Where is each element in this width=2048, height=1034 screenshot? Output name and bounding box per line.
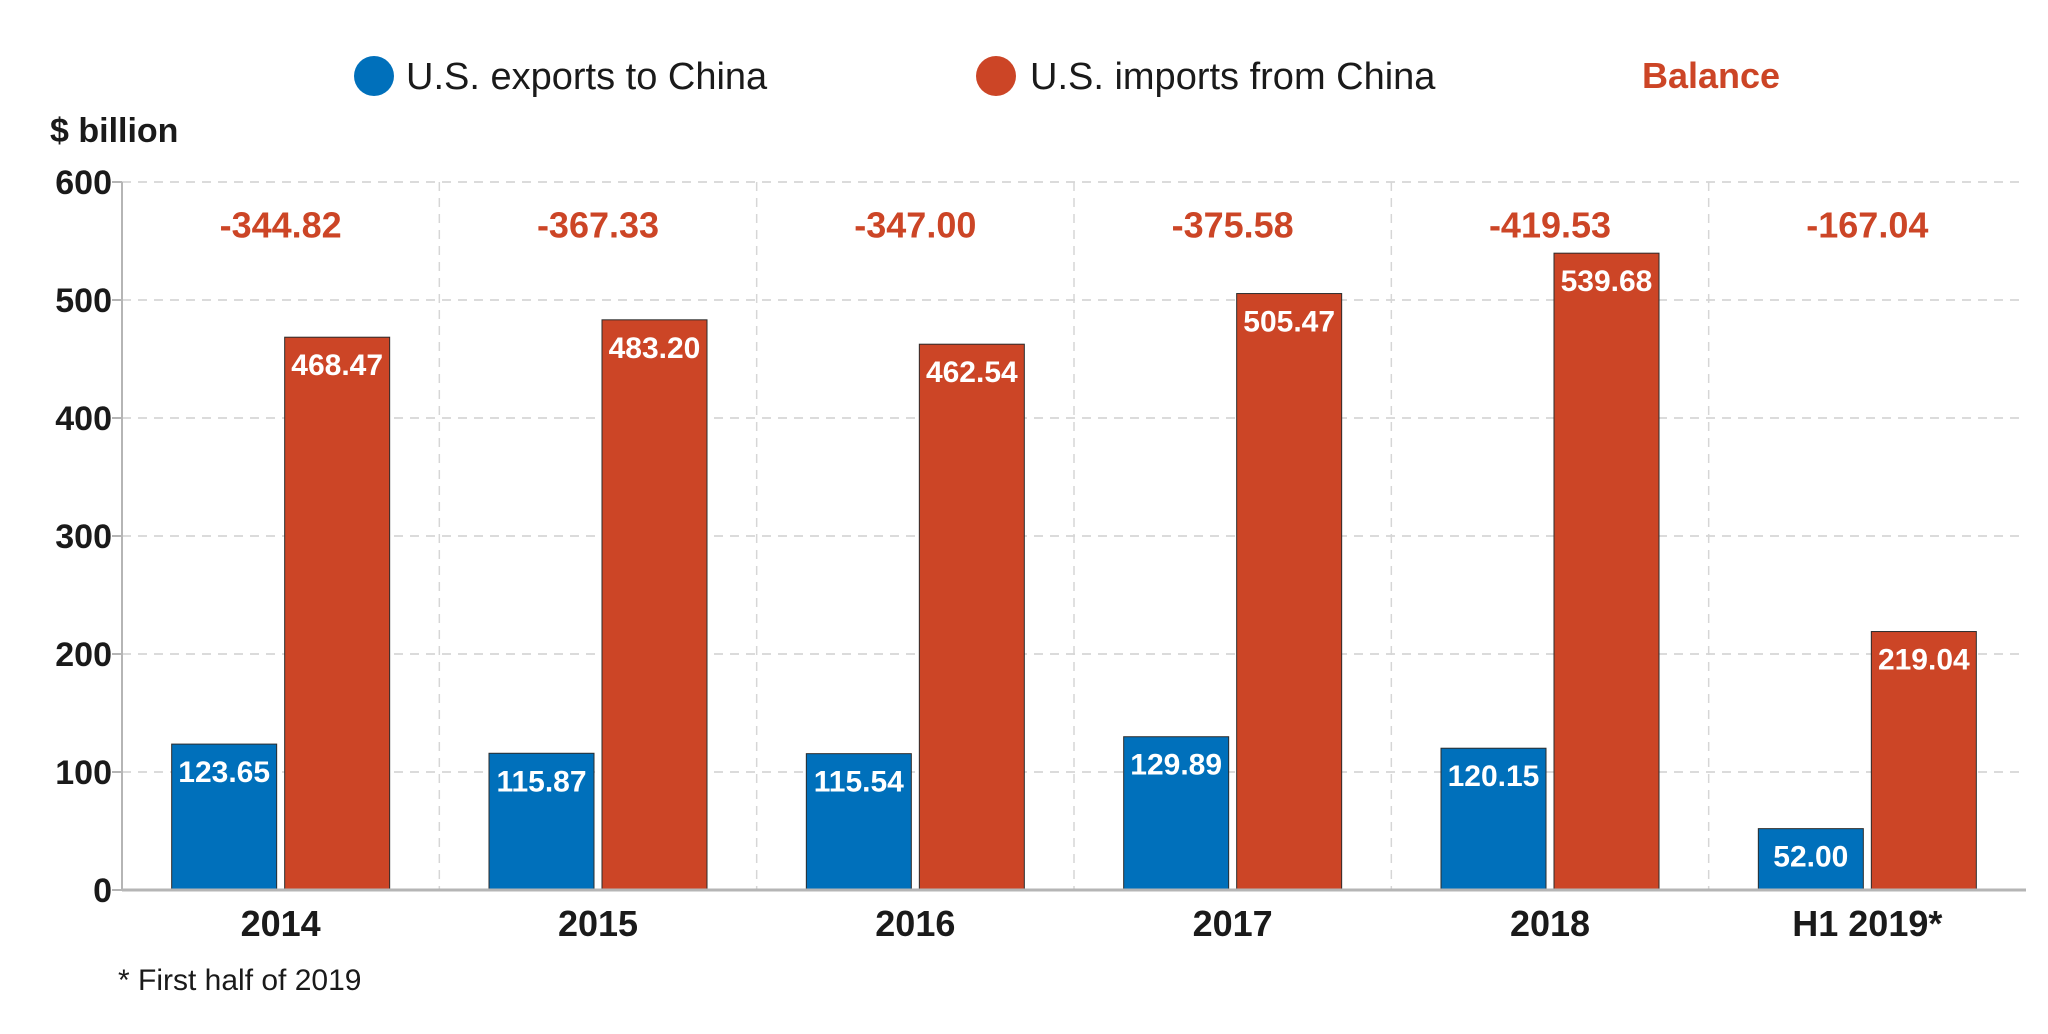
x-category-label: 2016 — [875, 903, 955, 944]
y-tick-label: 0 — [93, 872, 112, 910]
legend-balance-label: Balance — [1642, 55, 1780, 96]
legend-imports-swatch — [976, 56, 1016, 96]
export-value-label: 129.89 — [1130, 749, 1222, 782]
y-tick-label: 400 — [55, 400, 112, 438]
legend-exports-label: U.S. exports to China — [406, 56, 768, 98]
export-bar — [488, 752, 595, 891]
y-tick-label: 200 — [55, 636, 112, 674]
balance-value-label: -375.58 — [1172, 204, 1294, 245]
y-tick-label: 600 — [55, 164, 112, 202]
x-category-label: H1 2019* — [1792, 903, 1942, 944]
balance-value-label: -367.33 — [537, 204, 659, 245]
legend-imports-label: U.S. imports from China — [1030, 56, 1436, 98]
import-value-label: 505.47 — [1243, 306, 1335, 339]
balance-value-label: -344.82 — [220, 204, 342, 245]
gridlines — [122, 181, 2026, 890]
balance-value-label: -347.00 — [854, 204, 976, 245]
import-bar — [284, 336, 391, 891]
import-value-label: 462.54 — [926, 356, 1018, 389]
legend: U.S. exports to China U.S. imports from … — [354, 55, 1780, 98]
x-axis: 2014 2015 2016 2017 2018 H1 2019* — [121, 182, 2026, 944]
balance-value-label: -419.53 — [1489, 204, 1611, 245]
export-bar — [805, 753, 912, 891]
y-axis-ticks: 0 100 200 300 400 500 600 — [55, 164, 122, 910]
x-category-label: 2014 — [241, 903, 321, 944]
y-tick-label: 300 — [55, 518, 112, 556]
balance-labels: -344.82 -367.33 -347.00 -375.58 -419.53 -167.… — [220, 204, 1929, 245]
export-bar — [171, 743, 278, 891]
legend-exports-swatch — [354, 56, 394, 96]
y-tick-label: 500 — [55, 282, 112, 320]
export-value-label: 115.87 — [496, 765, 586, 798]
x-category-label: 2017 — [1193, 903, 1273, 944]
export-value-label: 115.54 — [814, 766, 904, 799]
import-bar — [601, 319, 708, 891]
y-axis-unit-label: $ billion — [50, 112, 178, 150]
import-bar — [1236, 293, 1343, 891]
export-bar — [1123, 736, 1230, 891]
import-value-label: 468.47 — [291, 349, 383, 382]
export-value-label: 123.65 — [178, 756, 270, 789]
balance-value-label: -167.04 — [1806, 204, 1928, 245]
bar-value-labels: 123.65 468.47 115.87 483.20 115.54 462.54 129.… — [178, 265, 1970, 873]
footnote: * First half of 2019 — [118, 964, 361, 997]
import-value-label: 483.20 — [609, 332, 701, 365]
import-value-label: 539.68 — [1561, 265, 1653, 298]
export-bar — [1440, 747, 1547, 891]
export-value-label: 120.15 — [1448, 760, 1540, 793]
import-bar — [1553, 252, 1660, 891]
import-value-label: 219.04 — [1878, 644, 1970, 677]
import-bar — [1870, 631, 1977, 891]
x-category-label: 2018 — [1510, 903, 1590, 944]
y-tick-label: 100 — [55, 754, 112, 792]
export-bar — [1757, 828, 1864, 891]
import-bar — [918, 343, 1025, 891]
x-category-label: 2015 — [558, 903, 638, 944]
export-value-label: 52.00 — [1773, 841, 1848, 874]
